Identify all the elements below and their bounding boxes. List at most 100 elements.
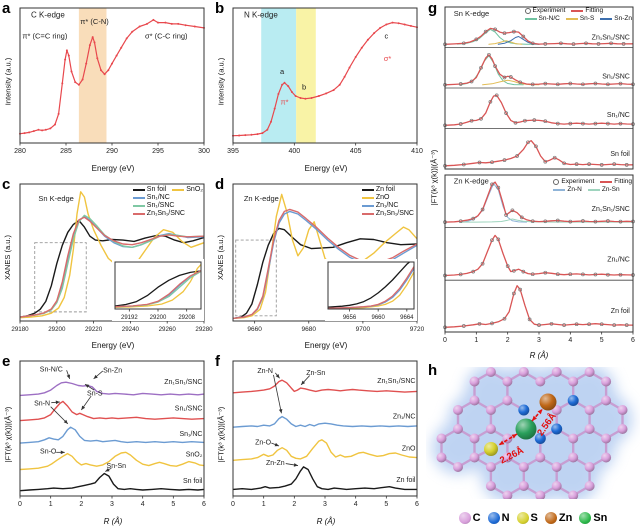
panel-h: h 2.26Å 2.56Å C N S Zn Sn: [426, 362, 640, 529]
legend-item: Sn foil: [132, 186, 166, 193]
panel-c: c XANES (a.u.) Sn K-edge 29180 29200 29220 2…: [0, 176, 213, 353]
line-swatch-icon: [524, 17, 537, 20]
line-swatch-icon: [571, 9, 584, 12]
svg-text:29260: 29260: [159, 326, 177, 333]
svg-text:Sn-N: Sn-N: [34, 400, 50, 407]
svg-text:Sn foil: Sn foil: [183, 478, 203, 485]
s-atom-swatch: [516, 512, 529, 524]
svg-text:Zn foil: Zn foil: [611, 308, 631, 315]
svg-text:π* (C-N): π* (C-N): [80, 17, 109, 26]
experiment-marker-icon: [553, 178, 560, 185]
line-swatch-icon: [132, 188, 145, 191]
legend-item: Zn₁Sn₁/SNC: [132, 210, 185, 217]
x-axis-label-d: Energy (eV): [304, 341, 348, 350]
legend-item: Sn-S: [565, 15, 594, 22]
svg-text:π*: π*: [280, 98, 288, 107]
svg-text:σ* (C-C ring): σ* (C-C ring): [145, 31, 188, 40]
svg-text:C K-edge: C K-edge: [31, 10, 65, 19]
legend-sn-xanes: Sn foil SnO₂ Sn₁/NC Sn₁/SNC Zn₁Sn₁/SNC: [132, 186, 203, 218]
plot-sn-xanes: Sn K-edge 29180 29200 29220 29240 29260 29280: [11, 181, 213, 333]
legend-item: Fitting: [571, 7, 603, 14]
panel-letter-f: f: [215, 353, 220, 370]
svg-text:Zn foil: Zn foil: [396, 477, 416, 484]
x-axis-label-f: R (Å): [316, 517, 336, 526]
panel-e: e |FT(k³ χ(k))|(Å⁻³) Sn-N/C Sn-Zn Sn-S Sn-N…: [0, 353, 213, 529]
svg-text:9660: 9660: [371, 315, 385, 321]
svg-text:Sn K-edge: Sn K-edge: [454, 9, 489, 18]
panel-letter-g: g: [428, 0, 438, 17]
svg-text:Sn₁/NC: Sn₁/NC: [179, 431, 202, 438]
svg-text:5: 5: [171, 501, 175, 508]
line-swatch-icon: [132, 196, 145, 199]
svg-text:290: 290: [106, 148, 118, 155]
svg-text:29208: 29208: [178, 315, 195, 321]
x-axis-label-c: Energy (eV): [91, 341, 135, 350]
panel-letter-e: e: [2, 353, 11, 370]
svg-text:4: 4: [568, 337, 572, 344]
legend-item: Zn₁Sn₁/SNC: [361, 210, 414, 217]
atom-legend-item: Sn: [579, 512, 607, 524]
panel-g: g |FT(k³ χ(k))|(Å⁻³) Sn K-edge Zn₁Sn₁/SNC…: [426, 0, 640, 362]
svg-text:9680: 9680: [302, 326, 317, 333]
svg-text:9700: 9700: [356, 326, 371, 333]
svg-text:29192: 29192: [121, 315, 138, 321]
svg-text:Zn₁/NC: Zn₁/NC: [393, 414, 416, 421]
svg-text:295: 295: [152, 148, 164, 155]
legend-item: Experiment: [553, 178, 594, 185]
panel-letter-h: h: [428, 362, 438, 379]
structure-diagram: 2.26Å 2.56Å: [426, 365, 640, 504]
svg-text:6: 6: [202, 501, 206, 508]
panel-letter-a: a: [2, 0, 11, 17]
line-swatch-icon: [600, 17, 613, 20]
svg-text:Sn-S: Sn-S: [87, 390, 103, 397]
svg-text:410: 410: [411, 148, 423, 155]
svg-text:0: 0: [18, 501, 22, 508]
line-swatch-icon: [600, 180, 613, 183]
svg-text:Sn₁/SNC: Sn₁/SNC: [175, 406, 203, 413]
y-axis-label-f: |FT(k³ χ(k))|(Å⁻³): [216, 406, 225, 462]
svg-text:Zn₁Sn₁/SNC: Zn₁Sn₁/SNC: [164, 379, 202, 386]
n-atom-swatch: [487, 512, 500, 524]
svg-text:1: 1: [49, 501, 53, 508]
atom-legend-item: C: [458, 512, 481, 524]
panel-letter-b: b: [215, 0, 225, 17]
svg-text:b: b: [302, 82, 306, 91]
line-swatch-icon: [361, 212, 374, 215]
legend-zn-fitting: Experiment Fitting Zn-N Zn-Sn: [553, 178, 632, 194]
svg-text:29180: 29180: [11, 326, 29, 333]
svg-text:Sn-N/C: Sn-N/C: [40, 367, 63, 374]
svg-text:1: 1: [474, 337, 478, 344]
svg-text:Sn foil: Sn foil: [610, 151, 630, 158]
svg-text:Sn₁/SNC: Sn₁/SNC: [602, 73, 630, 80]
legend-item: Sn-N/C: [524, 15, 560, 22]
panel-b: b Intensity (a.u.) N K-edge a b c π* σ* 395 400…: [213, 0, 426, 176]
x-axis-label-b: Energy (eV): [304, 164, 348, 173]
zn-atom-swatch: [544, 512, 557, 524]
sn-atom-swatch: [579, 512, 592, 524]
svg-text:29240: 29240: [122, 326, 140, 333]
x-axis-label-e: R (Å): [103, 517, 123, 526]
legend-item: Sn-Zn: [600, 15, 632, 22]
svg-text:Sn-O: Sn-O: [40, 449, 57, 456]
y-axis-label-c: XANES (a.u.): [3, 234, 13, 281]
svg-text:Zn K-edge: Zn K-edge: [244, 194, 279, 203]
panel-letter-c: c: [2, 176, 11, 193]
legend-item: Zn-N: [553, 186, 582, 193]
legend-sn-fitting: Experiment Fitting Sn-N/C Sn-S Sn-Zn: [524, 7, 632, 23]
line-swatch-icon: [132, 204, 145, 207]
svg-text:3: 3: [323, 501, 327, 508]
inset-sn-xanes: 29192 29200 29208: [112, 259, 204, 321]
svg-text:29220: 29220: [85, 326, 103, 333]
svg-text:5: 5: [600, 337, 604, 344]
x-axis-label-g: R (Å): [529, 351, 549, 360]
legend-item: Zn-Sn: [587, 186, 620, 193]
legend-item: ZnO: [361, 194, 389, 201]
legend-item: Fitting: [600, 178, 632, 185]
svg-text:285: 285: [60, 148, 72, 155]
svg-text:9664: 9664: [400, 315, 414, 321]
atom-legend: C N S Zn Sn: [426, 512, 640, 524]
panel-d: d XANES (a.u.) Zn K-edge 9660 9680 9700 9720…: [213, 176, 426, 353]
svg-text:Zn K-edge: Zn K-edge: [454, 177, 489, 186]
line-swatch-icon: [361, 188, 374, 191]
svg-text:Zn₁Sn₁/SNC: Zn₁Sn₁/SNC: [592, 34, 630, 41]
